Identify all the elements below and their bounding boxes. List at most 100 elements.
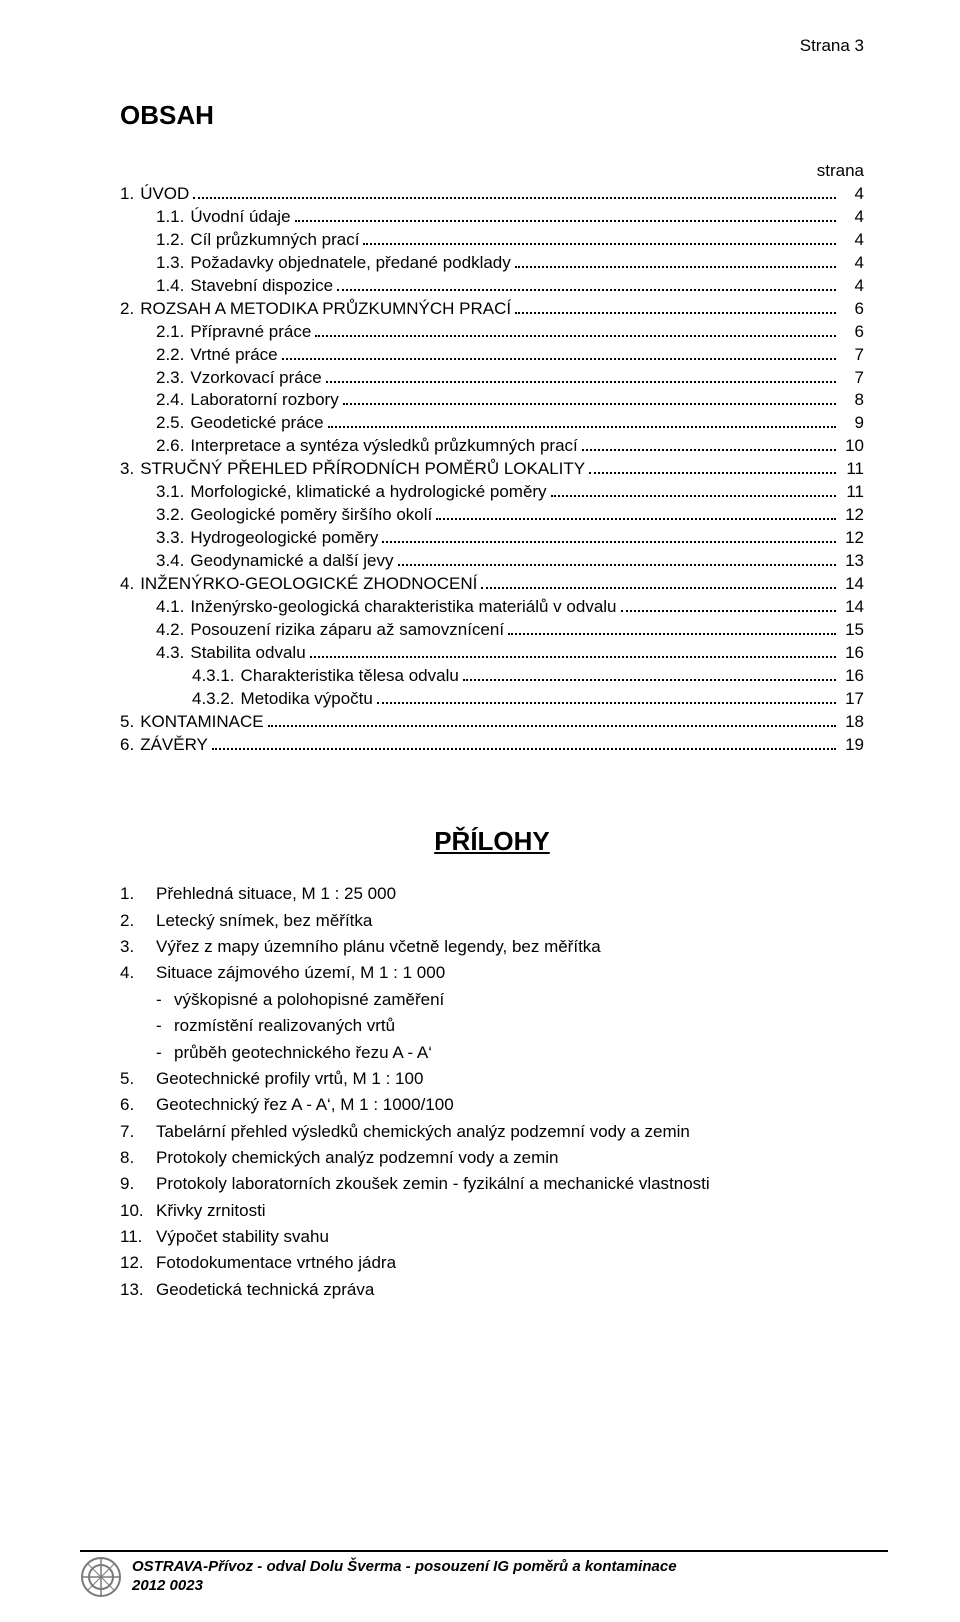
toc-leader — [515, 255, 836, 268]
toc-leader — [363, 232, 836, 245]
appendix-row: 6.Geotechnický řez A - A‘, M 1 : 1000/10… — [120, 1092, 864, 1118]
toc-page: 11 — [840, 481, 864, 504]
toc-text: Hydrogeologické poměry — [190, 527, 378, 550]
toc-number: 4.3. — [156, 642, 190, 665]
appendix-row: 1.Přehledná situace, M 1 : 25 000 — [120, 881, 864, 907]
toc-page: 9 — [840, 412, 864, 435]
toc-page: 4 — [840, 183, 864, 206]
appendix-text: Výpočet stability svahu — [156, 1224, 864, 1250]
appendix-row: 5.Geotechnické profily vrtů, M 1 : 100 — [120, 1066, 864, 1092]
toc-number: 3.3. — [156, 527, 190, 550]
toc-row: 1.1.Úvodní údaje4 — [120, 206, 864, 229]
toc-row: 2.4.Laboratorní rozbory8 — [120, 389, 864, 412]
toc-text: Metodika výpočtu — [241, 688, 373, 711]
appendix-title: PŘÍLOHY — [120, 826, 864, 857]
toc-page: 4 — [840, 275, 864, 298]
toc-number: 2.2. — [156, 344, 190, 367]
toc-leader — [337, 278, 836, 291]
toc-text: Geologické poměry širšího okolí — [190, 504, 432, 527]
toc-row: 2.6.Interpretace a syntéza výsledků průz… — [120, 435, 864, 458]
toc-row: 3.1.Morfologické, klimatické a hydrologi… — [120, 481, 864, 504]
appendix-number: 12. — [120, 1250, 156, 1276]
toc-number: 3.4. — [156, 550, 190, 573]
toc-row: 3.4.Geodynamické a další jevy13 — [120, 550, 864, 573]
appendix-row: 10.Křivky zrnitosti — [120, 1198, 864, 1224]
appendix-text: Geotechnické profily vrtů, M 1 : 100 — [156, 1066, 864, 1092]
toc-number: 2.3. — [156, 367, 190, 390]
toc-number: 4. — [120, 573, 140, 596]
toc-row: 4.1.Inženýrsko-geologická charakteristik… — [120, 596, 864, 619]
toc-page: 16 — [840, 665, 864, 688]
toc-page: 12 — [840, 527, 864, 550]
toc-title: OBSAH — [120, 100, 864, 131]
toc-page: 6 — [840, 321, 864, 344]
toc-row: 2.3.Vzorkovací práce 7 — [120, 367, 864, 390]
toc-text: Charakteristika tělesa odvalu — [241, 665, 459, 688]
toc-page: 4 — [840, 252, 864, 275]
toc-list: 1.ÚVOD41.1.Úvodní údaje41.2.Cíl průzkumn… — [120, 183, 864, 756]
appendix-list: 1.Přehledná situace, M 1 : 25 0002.Letec… — [120, 881, 864, 1303]
toc-leader — [621, 599, 836, 612]
toc-text: Morfologické, klimatické a hydrologické … — [190, 481, 546, 504]
toc-leader — [382, 530, 836, 543]
toc-page: 7 — [840, 367, 864, 390]
appendix-number: 13. — [120, 1277, 156, 1303]
toc-leader — [295, 209, 836, 222]
appendix-number: 9. — [120, 1171, 156, 1197]
toc-text: Cíl průzkumných prací — [190, 229, 359, 252]
toc-page: 12 — [840, 504, 864, 527]
appendix-row: 13.Geodetická technická zpráva — [120, 1277, 864, 1303]
toc-page: 18 — [840, 711, 864, 734]
toc-page: 4 — [840, 206, 864, 229]
toc-row: 2.1.Přípravné práce6 — [120, 321, 864, 344]
toc-row: 1.2.Cíl průzkumných prací 4 — [120, 229, 864, 252]
toc-page: 4 — [840, 229, 864, 252]
toc-number: 6. — [120, 734, 140, 757]
toc-leader — [326, 370, 836, 383]
appendix-row: 7.Tabelární přehled výsledků chemických … — [120, 1119, 864, 1145]
toc-leader — [310, 645, 836, 658]
toc-leader — [582, 439, 836, 452]
toc-number: 2. — [120, 298, 140, 321]
toc-leader — [398, 553, 836, 566]
toc-text: Inženýrsko-geologická charakteristika ma… — [190, 596, 616, 619]
toc-number: 4.3.2. — [192, 688, 241, 711]
footer-line1: OSTRAVA-Přívoz - odval Dolu Šverma - pos… — [132, 1558, 677, 1577]
toc-leader — [481, 576, 836, 589]
appendix-subitem: -rozmístění realizovaných vrtů — [120, 1013, 864, 1039]
toc-row: 6.ZÁVĚRY19 — [120, 734, 864, 757]
toc-number: 1.4. — [156, 275, 190, 298]
appendix-row: 3.Výřez z mapy územního plánu včetně leg… — [120, 934, 864, 960]
toc-page: 10 — [840, 435, 864, 458]
toc-row: 1.ÚVOD4 — [120, 183, 864, 206]
toc-page: 6 — [840, 298, 864, 321]
toc-leader — [551, 484, 836, 497]
toc-text: KONTAMINACE — [140, 711, 263, 734]
toc-number: 1.2. — [156, 229, 190, 252]
appendix-text: Geodetická technická zpráva — [156, 1277, 864, 1303]
toc-leader — [515, 301, 836, 314]
toc-leader — [268, 714, 836, 727]
appendix-number: 1. — [120, 881, 156, 907]
toc-leader — [193, 186, 836, 199]
toc-page: 19 — [840, 734, 864, 757]
appendix-row: 11.Výpočet stability svahu — [120, 1224, 864, 1250]
appendix-row: 4.Situace zájmového území, M 1 : 1 000 — [120, 960, 864, 986]
appendix-subitem: -výškopisné a polohopisné zaměření — [120, 987, 864, 1013]
dash-icon: - — [156, 1040, 174, 1066]
appendix-number: 8. — [120, 1145, 156, 1171]
toc-number: 1.3. — [156, 252, 190, 275]
toc-text: Vzorkovací práce — [190, 367, 321, 390]
toc-row: 4.3.2.Metodika výpočtu17 — [120, 688, 864, 711]
toc-leader — [328, 416, 836, 429]
toc-text: INŽENÝRKO-GEOLOGICKÉ ZHODNOCENÍ — [140, 573, 477, 596]
toc-row: 4.3.Stabilita odvalu16 — [120, 642, 864, 665]
toc-number: 1. — [120, 183, 140, 206]
toc-text: Úvodní údaje — [190, 206, 290, 229]
toc-row: 4.3.1.Charakteristika tělesa odvalu16 — [120, 665, 864, 688]
toc-page: 16 — [840, 642, 864, 665]
toc-leader — [282, 347, 836, 360]
appendix-text: Výřez z mapy územního plánu včetně legen… — [156, 934, 864, 960]
appendix-text: Přehledná situace, M 1 : 25 000 — [156, 881, 864, 907]
toc-row: 5.KONTAMINACE18 — [120, 711, 864, 734]
